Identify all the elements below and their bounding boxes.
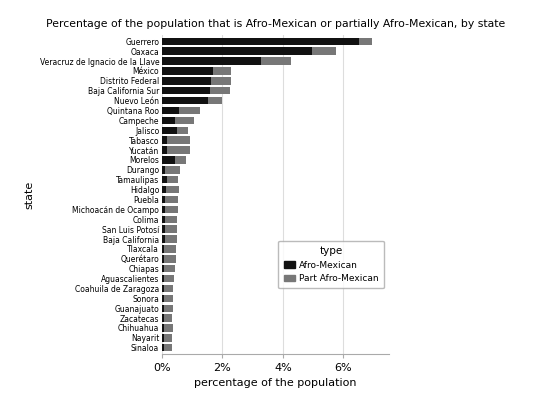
Bar <box>166 186 179 193</box>
Bar <box>162 48 312 55</box>
Bar <box>162 67 213 75</box>
Bar <box>162 176 166 184</box>
Bar <box>162 265 164 272</box>
Bar <box>162 156 175 163</box>
Bar <box>164 334 172 342</box>
Bar <box>162 235 165 243</box>
Bar <box>162 324 164 332</box>
Bar <box>162 127 177 134</box>
Bar <box>175 117 194 124</box>
Title: Percentage of the population that is Afro-Mexican or partially Afro-Mexican, by : Percentage of the population that is Afr… <box>46 19 505 29</box>
Bar <box>165 196 178 203</box>
Bar <box>179 107 200 114</box>
Bar <box>261 57 291 65</box>
Bar <box>162 245 164 253</box>
Bar <box>162 344 164 351</box>
Bar <box>162 117 175 124</box>
Bar <box>167 136 190 144</box>
Legend: Afro-Mexican, Part Afro-Mexican: Afro-Mexican, Part Afro-Mexican <box>279 241 384 288</box>
Bar <box>359 38 372 45</box>
Bar <box>175 156 186 163</box>
Bar <box>165 215 177 223</box>
Bar <box>162 255 164 263</box>
Bar <box>165 206 178 213</box>
Bar <box>164 314 172 322</box>
Bar <box>165 226 177 233</box>
X-axis label: percentage of the population: percentage of the population <box>194 378 356 388</box>
Bar <box>162 295 164 302</box>
Bar <box>162 305 164 312</box>
Bar <box>164 344 172 351</box>
Bar <box>211 87 230 94</box>
Bar <box>162 275 164 282</box>
Bar <box>162 97 208 104</box>
Bar <box>162 196 165 203</box>
Bar <box>162 38 359 45</box>
Bar <box>164 265 175 272</box>
Bar <box>312 48 336 55</box>
Bar <box>162 285 164 292</box>
Y-axis label: state: state <box>24 180 34 209</box>
Bar <box>166 176 178 184</box>
Bar <box>208 97 221 104</box>
Bar <box>164 305 173 312</box>
Bar <box>164 275 174 282</box>
Bar <box>165 235 177 243</box>
Bar <box>162 314 164 322</box>
Bar <box>162 77 211 84</box>
Bar <box>164 324 173 332</box>
Bar <box>162 107 179 114</box>
Bar <box>162 334 164 342</box>
Bar <box>162 57 261 65</box>
Bar <box>162 136 167 144</box>
Bar <box>162 226 165 233</box>
Bar <box>162 206 165 213</box>
Bar <box>167 146 190 154</box>
Bar <box>177 127 188 134</box>
Bar <box>162 186 166 193</box>
Bar <box>213 67 231 75</box>
Bar <box>162 87 211 94</box>
Bar <box>164 255 176 263</box>
Bar <box>164 295 173 302</box>
Bar <box>162 215 165 223</box>
Bar <box>164 245 176 253</box>
Bar <box>164 285 173 292</box>
Bar <box>162 146 167 154</box>
Bar <box>165 166 180 174</box>
Bar <box>162 166 165 174</box>
Bar <box>211 77 231 84</box>
